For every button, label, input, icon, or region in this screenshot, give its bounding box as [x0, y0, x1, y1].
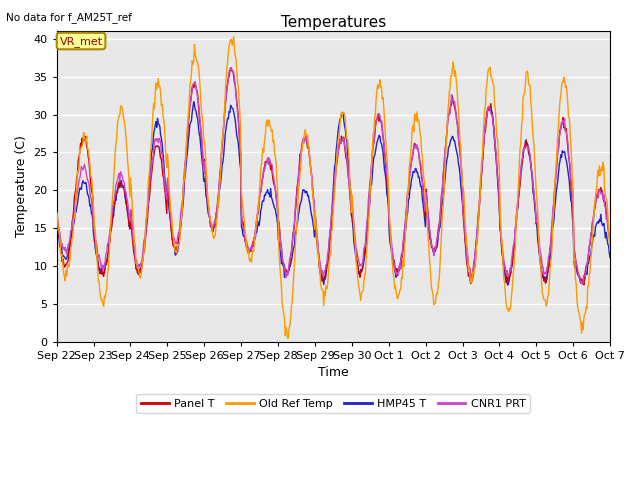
Legend: Panel T, Old Ref Temp, HMP45 T, CNR1 PRT: Panel T, Old Ref Temp, HMP45 T, CNR1 PRT [136, 394, 531, 413]
Text: VR_met: VR_met [60, 36, 102, 47]
X-axis label: Time: Time [318, 367, 349, 380]
Text: No data for f_AM25T_ref: No data for f_AM25T_ref [6, 12, 132, 23]
Y-axis label: Temperature (C): Temperature (C) [15, 136, 28, 238]
Title: Temperatures: Temperatures [281, 15, 386, 30]
